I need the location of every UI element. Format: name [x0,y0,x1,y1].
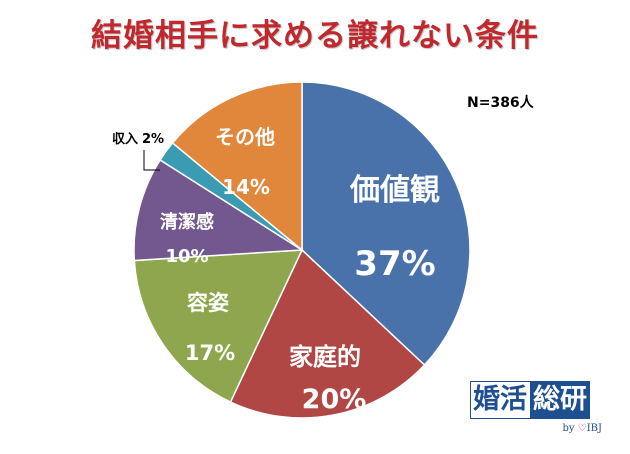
slice-label: 価値観 [349,173,440,208]
slice-label: 収入 [112,132,138,147]
pie-slice [229,248,426,419]
brand-name: IBJ [586,423,602,434]
pie-slice [171,81,303,252]
pie-slice [301,81,471,367]
brand-logo: 婚活 総研 by ♡IBJ [470,381,610,441]
pie-slice [133,158,305,262]
slice-value: 2% [142,132,164,147]
slice-label: 清潔感 [160,211,214,233]
chart-title: 結婚相手に求める譲れない条件 [91,18,539,54]
brand-part2: 総研 [530,381,590,419]
slice-label: その他 [215,125,275,149]
brand-wordmark: 婚活 総研 [470,381,590,419]
slice-value: 37% [354,244,435,284]
heart-icon: ♡ [577,423,587,434]
brand-part1: 婚活 [470,381,530,419]
pie-slice [133,249,304,404]
slice-value: 20% [302,384,367,415]
sample-size: N=386人 [467,95,534,111]
slice-label: 家庭的 [289,343,361,371]
slice-label: 容姿 [187,291,229,315]
brand-sub: by ♡IBJ [562,423,602,434]
slice-value: 14% [222,175,270,199]
slice-label-outside: 収入 2% [112,132,164,171]
leader-line [143,150,160,171]
brand-by: by [562,423,575,434]
slice-value: 10% [165,246,208,267]
slice-value: 17% [185,341,235,365]
